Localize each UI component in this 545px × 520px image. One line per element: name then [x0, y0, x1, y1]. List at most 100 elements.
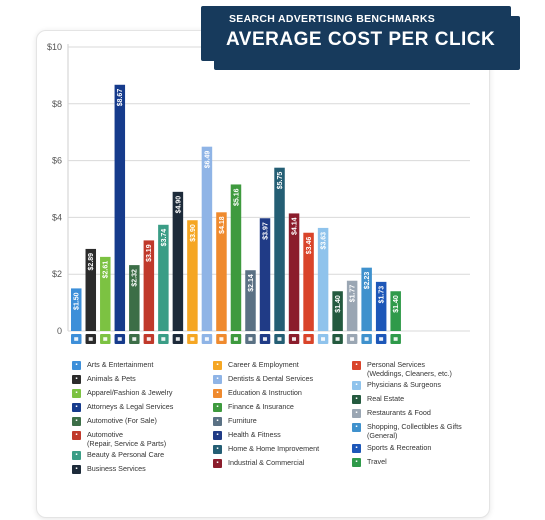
y-tick-label: $2	[52, 269, 62, 279]
icon-glyph	[262, 337, 267, 341]
legend-item: ▪ Physicians & Surgeons	[352, 380, 441, 390]
icon-glyph	[248, 337, 253, 341]
legend-label: Restaurants & Food	[367, 408, 431, 417]
chart-subtitle: SEARCH ADVERTISING BENCHMARKS	[229, 13, 436, 25]
legend-label: Automotive (For Sale)	[87, 416, 157, 425]
y-tick-label: 0	[57, 326, 62, 336]
icon-glyph	[175, 337, 180, 341]
bar-value-label: $4.90	[175, 196, 182, 214]
graduation-icon: ▪	[213, 389, 222, 398]
legend-label: Shopping, Collectibles & Gifts (General)	[367, 422, 462, 440]
icon-glyph	[335, 337, 340, 341]
brush-icon: ▪	[72, 451, 81, 460]
legend-item: ▪ Automotive (Repair, Service & Parts)	[72, 430, 167, 448]
bar	[274, 167, 285, 331]
legend-item: ▪ Attorneys & Legal Services	[72, 402, 174, 412]
legend-item: ▪ Arts & Entertainment	[72, 360, 153, 370]
legend-item: ▪ Animals & Pets	[72, 374, 136, 384]
y-tick-label: $8	[52, 99, 62, 109]
bar-value-label: $2.23	[364, 272, 371, 290]
bar	[201, 146, 213, 331]
legend-item: ▪ Sports & Recreation	[352, 443, 432, 453]
ball-icon: ▪	[352, 444, 361, 453]
legend-label: Automotive (Repair, Service & Parts)	[87, 430, 167, 448]
bar	[346, 280, 358, 331]
plane-icon: ▪	[352, 458, 361, 467]
chart-legend: ▪ Arts & Entertainment ▪ Animals & Pets ▪ App…	[72, 360, 492, 481]
bar	[85, 248, 97, 331]
legend-item: ▪ Personal Services (Weddings, Cleaners, …	[352, 360, 452, 378]
legend-label: Industrial & Commercial	[228, 458, 305, 467]
legend-label: Dentists & Dental Services	[228, 374, 314, 383]
legend-label: Real Estate	[367, 394, 405, 403]
legend-label: Sports & Recreation	[367, 443, 432, 452]
icon-glyph	[190, 337, 195, 341]
legend-label: Physicians & Surgeons	[367, 380, 441, 389]
icon-glyph	[350, 337, 355, 341]
bar-value-label: $3.97	[262, 222, 269, 240]
icon-glyph	[219, 337, 224, 341]
legend-label: Home & Home Improvement	[228, 444, 320, 453]
icon-glyph	[132, 337, 137, 341]
icon-glyph	[117, 337, 122, 341]
chart-title: AVERAGE COST PER CLICK	[226, 29, 496, 50]
legend-item: ▪ Business Services	[72, 464, 146, 474]
bar-value-label: $3.63	[320, 232, 327, 250]
bar	[143, 240, 155, 331]
icon-glyph	[321, 337, 326, 341]
icon-glyph	[277, 337, 282, 341]
arts-icon: ▪	[72, 361, 81, 370]
bar-value-label: $1.40	[335, 295, 342, 313]
icon-glyph	[74, 337, 79, 341]
legend-item: ▪ Home & Home Improvement	[213, 444, 320, 454]
bar-value-label: $3.19	[146, 244, 153, 262]
paw-icon: ▪	[72, 375, 81, 384]
bar-value-label: $8.67	[117, 89, 124, 107]
briefcase-icon: ▪	[72, 465, 81, 474]
legend-item: ▪ Finance & Insurance	[213, 402, 294, 412]
bar	[216, 212, 227, 331]
bar	[361, 267, 372, 331]
sofa-icon: ▪	[213, 417, 222, 426]
legend-label: Beauty & Personal Care	[87, 450, 165, 459]
factory-icon: ▪	[213, 459, 222, 468]
bar	[158, 224, 169, 331]
legend-item: ▪ Restaurants & Food	[352, 408, 431, 418]
icon-glyph	[379, 337, 384, 341]
utensils-icon: ▪	[352, 409, 361, 418]
title-banner: SEARCH ADVERTISING BENCHMARKS AVERAGE CO…	[201, 6, 511, 61]
bar	[259, 218, 271, 331]
legend-item: ▪ Dentists & Dental Services	[213, 374, 314, 384]
wrench-icon: ▪	[72, 431, 81, 440]
legend-label: Career & Employment	[228, 360, 299, 369]
y-tick-label: $6	[52, 156, 62, 166]
bar	[71, 288, 82, 331]
legend-label: Furniture	[228, 416, 257, 425]
house-icon: ▪	[213, 445, 222, 454]
legend-item: ▪ Health & Fitness	[213, 430, 281, 440]
bar-value-label: $5.75	[277, 172, 284, 190]
icon-glyph	[364, 337, 369, 341]
id-card-icon: ▪	[213, 361, 222, 370]
heartbeat-icon: ▪	[213, 431, 222, 440]
icon-glyph	[204, 337, 209, 341]
hanger-icon: ▪	[72, 389, 81, 398]
bar	[245, 270, 256, 331]
legend-label: Animals & Pets	[87, 374, 136, 383]
bar	[332, 291, 343, 331]
medical-cross-icon: ▪	[352, 381, 361, 390]
bar	[187, 220, 198, 331]
legend-label: Travel	[367, 457, 387, 466]
legend-label: Attorneys & Legal Services	[87, 402, 174, 411]
coins-icon: ▪	[213, 403, 222, 412]
bar-value-label: $1.77	[350, 285, 357, 303]
bar-value-label: $3.74	[161, 229, 168, 247]
bar-value-label: $2.14	[248, 274, 255, 292]
legend-item: ▪ Industrial & Commercial	[213, 458, 305, 468]
building-icon: ▪	[352, 395, 361, 404]
legend-item: ▪ Education & Instruction	[213, 388, 302, 398]
gavel-icon: ▪	[72, 403, 81, 412]
icon-glyph	[161, 337, 166, 341]
bar-value-label: $4.14	[291, 217, 298, 235]
bar	[303, 232, 314, 331]
